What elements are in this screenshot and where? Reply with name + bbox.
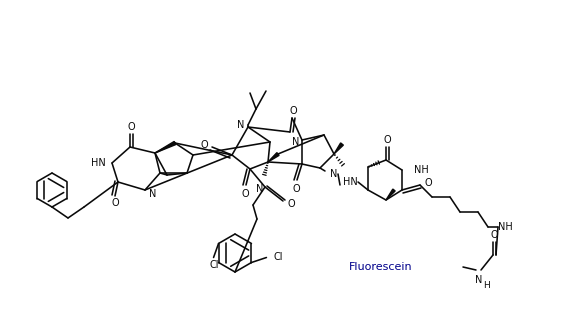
Text: N: N xyxy=(292,137,299,147)
Text: O: O xyxy=(287,199,295,209)
Text: N: N xyxy=(149,189,156,199)
Text: O: O xyxy=(490,230,498,240)
Text: O: O xyxy=(424,178,432,188)
Text: O: O xyxy=(241,189,249,199)
Polygon shape xyxy=(268,153,279,162)
Text: Cl: Cl xyxy=(210,261,219,271)
Text: O: O xyxy=(111,198,119,208)
Text: N: N xyxy=(236,120,244,130)
Text: O: O xyxy=(200,140,208,150)
Text: O: O xyxy=(383,135,391,145)
Text: NH: NH xyxy=(498,222,512,232)
Text: NH: NH xyxy=(414,165,429,175)
Text: N: N xyxy=(256,184,263,194)
Text: Fluorescein: Fluorescein xyxy=(349,262,413,272)
Text: O: O xyxy=(127,122,135,132)
Text: O: O xyxy=(289,106,297,116)
Text: O: O xyxy=(292,184,300,194)
Text: Cl: Cl xyxy=(273,252,283,262)
Polygon shape xyxy=(334,143,343,154)
Polygon shape xyxy=(155,142,176,153)
Text: H: H xyxy=(484,281,490,290)
Text: N: N xyxy=(475,275,483,285)
Polygon shape xyxy=(386,189,395,200)
Text: HN: HN xyxy=(343,177,357,187)
Text: N: N xyxy=(330,169,338,179)
Text: HN: HN xyxy=(91,158,106,168)
